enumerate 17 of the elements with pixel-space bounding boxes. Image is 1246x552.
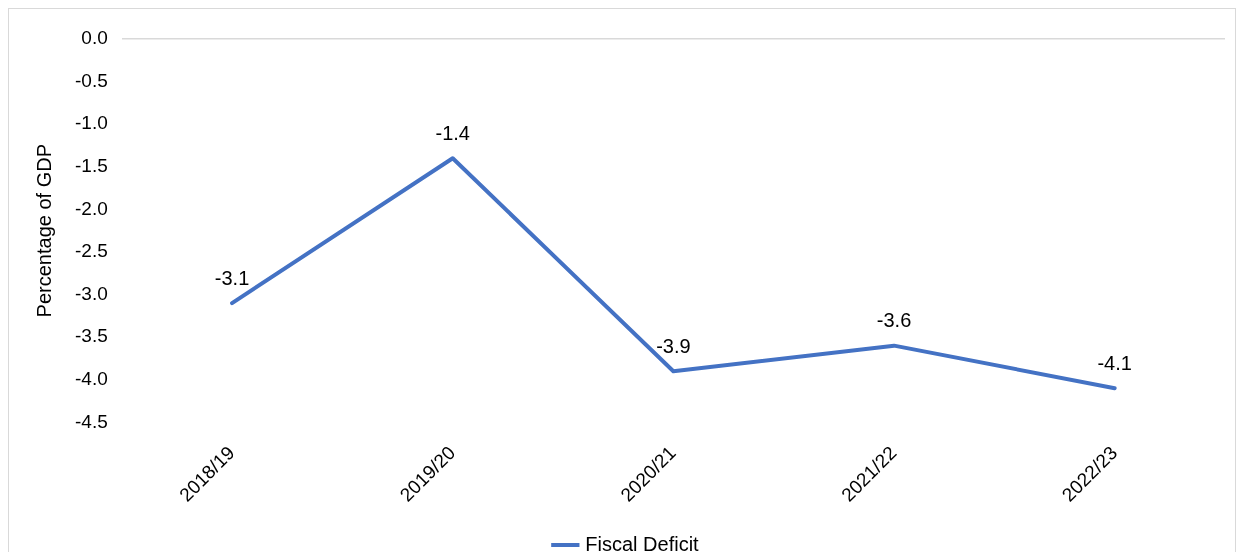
y-tick-label: -4.5 [74, 410, 108, 432]
data-label: -1.4 [435, 121, 470, 144]
y-axis-title: Percentage of GDP [32, 143, 55, 318]
y-tick-label: -0.5 [74, 69, 108, 91]
legend-label: Fiscal Deficit [585, 532, 700, 552]
y-tick-label: -2.5 [74, 240, 108, 262]
y-tick-label: -3.0 [74, 282, 108, 304]
y-tick-label: -1.0 [74, 112, 108, 134]
y-tick-label: -4.0 [74, 367, 108, 389]
data-label: -3.9 [656, 334, 691, 357]
data-label: -3.1 [214, 266, 250, 289]
y-tick-label: 0.0 [81, 27, 108, 49]
data-label: -3.6 [876, 309, 912, 332]
data-label: -4.1 [1097, 351, 1132, 374]
y-tick-label: -2.0 [74, 197, 108, 219]
y-tick-label: -3.5 [74, 325, 108, 347]
y-tick-label: -1.5 [74, 155, 108, 177]
